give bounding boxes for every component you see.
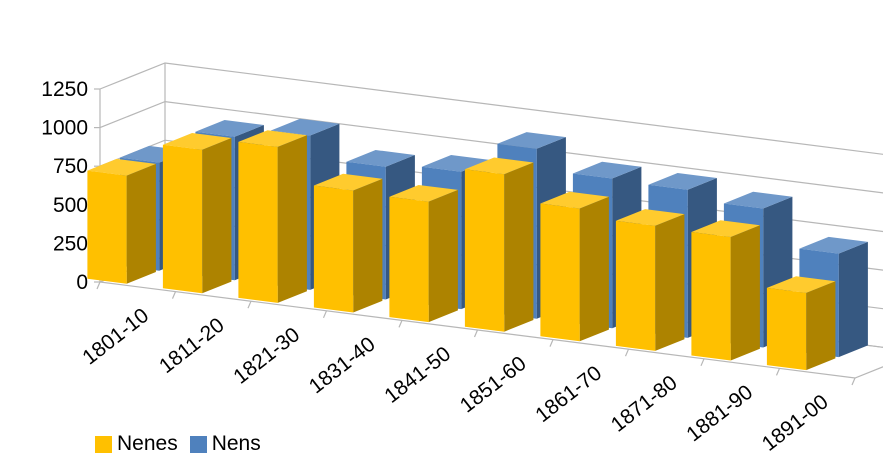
bar-top <box>346 150 415 167</box>
bar-nenes-1831-40 <box>313 173 383 313</box>
bar-side <box>806 281 836 371</box>
x-tick-label-1851-60: 1851-60 <box>456 352 531 418</box>
x-tick-mark-1 <box>171 291 177 299</box>
y-tick-labels: 0 250 500 750 1000 1250 <box>41 78 100 294</box>
x-tick-label-1861-70: 1861-70 <box>531 361 606 427</box>
bar-nenes-1801-10 <box>87 158 156 284</box>
x-tick-mark-0 <box>96 281 101 290</box>
bar-top <box>313 173 383 191</box>
bar-side <box>838 241 868 358</box>
bar-nenes-1861-70 <box>540 191 609 342</box>
legend-item-series-1: Nenes <box>95 432 178 456</box>
bar-top <box>615 209 685 226</box>
legend-swatch-series-2 <box>189 435 207 453</box>
y-tick-label-1000: 1000 <box>41 117 88 140</box>
y-tick-label-500: 500 <box>53 194 88 217</box>
y-tick-label-250: 250 <box>53 232 88 255</box>
x-tick-mark-5 <box>473 329 479 338</box>
x-tick-mark-8 <box>700 358 705 367</box>
x-tick-label-1801-10: 1801-10 <box>78 304 153 370</box>
y-tick-label-0: 0 <box>76 271 88 294</box>
bar-top <box>464 157 534 175</box>
x-tick-label-1831-40: 1831-40 <box>305 333 380 399</box>
y-tick-label-1250: 1250 <box>41 78 88 101</box>
x-tick-label-1811-20: 1811-20 <box>155 313 229 378</box>
bar-front <box>238 141 278 303</box>
x-tick-mark-4 <box>398 320 403 328</box>
x-tick-mark-3 <box>322 310 328 319</box>
bar-top <box>648 173 717 190</box>
bar-top <box>799 236 868 254</box>
bar-top <box>389 185 458 202</box>
legend-label-series-2: Nens <box>211 432 261 455</box>
x-tick-label-1841-50: 1841-50 <box>380 342 455 408</box>
bar-side <box>579 196 609 342</box>
bar-top <box>572 161 642 179</box>
bar-front <box>87 170 127 284</box>
bar-front <box>313 185 354 313</box>
x-tick-label-1891-00: 1891-00 <box>758 390 833 456</box>
bar-front <box>691 232 731 361</box>
bar-side <box>353 178 383 313</box>
legend-label-series-1: Nenes <box>117 432 178 455</box>
bar-front <box>389 196 429 323</box>
bar-nenes-1871-80 <box>615 209 685 351</box>
bar-nenes-1891-00 <box>766 276 836 371</box>
y-tick-label-750: 750 <box>53 155 88 178</box>
bar-front <box>162 144 203 294</box>
bar-side <box>428 189 458 323</box>
bar-side <box>277 135 307 303</box>
x-tick-mark-7 <box>624 348 630 357</box>
bar-front <box>464 169 505 332</box>
bar-top <box>766 276 836 293</box>
legend: Nenes Nens <box>95 432 273 456</box>
bar-top <box>162 133 232 150</box>
bar-top <box>270 118 340 136</box>
bar-nenes-1851-60 <box>464 157 534 332</box>
bar-front <box>766 287 807 371</box>
bar-top <box>195 120 264 137</box>
bar-side <box>655 214 685 351</box>
x-tick-label-1881-90: 1881-90 <box>682 381 757 447</box>
bar-front <box>540 203 580 342</box>
bar-top <box>87 158 156 176</box>
x-tick-mark-9 <box>775 368 781 376</box>
bar-side <box>730 225 760 361</box>
bar-top <box>723 191 793 209</box>
bar-top <box>238 130 307 147</box>
bar-nenes-1811-20 <box>162 133 232 294</box>
bar-top <box>691 220 760 237</box>
x-tick-label-1871-80: 1871-80 <box>607 371 682 437</box>
bar-top <box>421 155 491 172</box>
bar-top <box>540 191 609 209</box>
x-tick-mark-10 <box>851 377 856 386</box>
legend-item-series-2: Nens <box>189 432 261 456</box>
bar-side <box>202 138 232 294</box>
legend-swatch-series-1 <box>95 435 112 453</box>
bar-nenes-1841-50 <box>389 185 458 323</box>
bar-front <box>615 220 656 351</box>
bar-nenes-1821-30 <box>238 130 307 303</box>
bar-top <box>497 132 566 149</box>
x-tick-mark-6 <box>549 339 554 347</box>
bar-nenes-1881-90 <box>691 220 760 361</box>
bars <box>87 118 868 371</box>
x-tick-mark-2 <box>247 300 252 309</box>
x-tick-label-1821-30: 1821-30 <box>229 323 304 389</box>
bar-side <box>504 162 534 332</box>
bar-side <box>126 163 156 284</box>
